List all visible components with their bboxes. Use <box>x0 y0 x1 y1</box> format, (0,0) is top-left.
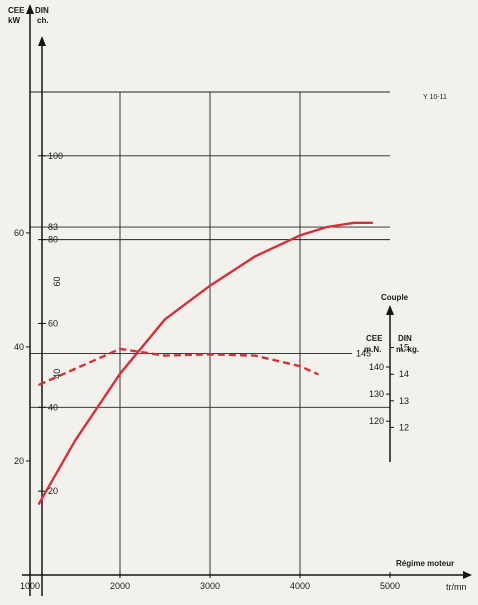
x-axis-title: Régime moteur <box>396 559 454 568</box>
torque-nm-tick-label: 120 <box>369 416 384 426</box>
ch-tick-label: 60 <box>48 318 58 328</box>
kw-axis-unit: CEE <box>8 6 25 15</box>
kw-tick-label: 40 <box>14 342 24 352</box>
torque-mkg-tick-label: 13 <box>399 396 409 406</box>
torque-mkg-unit-2: m. kg. <box>396 345 419 354</box>
torque-axis-arrow <box>386 305 394 315</box>
torque-point <box>317 373 319 376</box>
ch-axis-unit: DIN <box>35 6 49 15</box>
torque-nm-tick-label: 140 <box>369 362 384 372</box>
ch-tick-label: 20 <box>48 486 58 496</box>
power-point <box>38 502 40 505</box>
power-point <box>299 234 301 237</box>
power-point <box>371 221 373 224</box>
torque-curve <box>38 347 319 386</box>
x-axis-unit: tr/mn <box>446 582 467 592</box>
power-point <box>209 284 211 287</box>
power-point <box>254 255 256 258</box>
torque-mkg-tick-label: 14 <box>399 369 409 379</box>
ch-tick-label: 40 <box>48 402 58 412</box>
power-point <box>74 439 76 442</box>
ch-tick-label-rotated: 40 <box>52 369 62 379</box>
torque-nm-unit-2: m.N. <box>364 345 381 354</box>
x-tick-label: 3000 <box>200 581 220 591</box>
torque-point <box>164 354 166 357</box>
power-point <box>326 226 328 228</box>
torque-nm-tick-label: 130 <box>369 389 384 399</box>
chart-labels: Y 10-11 CEE kW DIN ch. Couple CEE m.N. D… <box>8 6 467 592</box>
power-point <box>119 372 121 375</box>
x-tick-label: 2000 <box>110 581 130 591</box>
torque-mkg-tick-label: 15 <box>399 343 409 353</box>
torque-mkg-unit: DIN <box>398 334 412 343</box>
ch-axis-arrow <box>38 36 46 46</box>
power-point <box>353 221 355 224</box>
x-tick-label: 4000 <box>290 581 310 591</box>
x-axis-arrow <box>463 571 472 579</box>
torque-axis-title: Couple <box>381 293 409 302</box>
torque-point <box>38 383 40 386</box>
kw-axis-arrow <box>26 4 34 14</box>
kw-axis-unit-2: kW <box>8 16 20 25</box>
chart-grid <box>30 91 390 575</box>
torque-mkg-tick-label: 12 <box>399 422 409 432</box>
torque-nm-unit: CEE <box>366 334 383 343</box>
ch-tick-label: 100 <box>48 151 63 161</box>
chart-series <box>37 221 374 505</box>
ch-axis-unit-2: ch. <box>37 16 49 25</box>
kw-tick-label: 60 <box>14 228 24 238</box>
max-power-label: 83 <box>48 222 58 232</box>
x-tick-label: 5000 <box>380 581 400 591</box>
chart-axes <box>22 4 472 596</box>
torque-point <box>119 348 121 350</box>
x-tick-label: 1000 <box>20 581 40 591</box>
torque-point <box>299 365 301 368</box>
torque-point <box>209 353 211 356</box>
kw-tick-label: 20 <box>14 456 24 466</box>
torque-point <box>74 367 76 370</box>
torque-point <box>254 354 256 357</box>
power-point <box>164 318 166 321</box>
figure-ref: Y 10-11 <box>423 94 447 101</box>
max-torque-label: 145 <box>356 348 371 358</box>
power-curve <box>37 221 374 505</box>
ch-tick-label: 80 <box>48 235 58 245</box>
ch-tick-label-rotated: 60 <box>52 277 62 287</box>
